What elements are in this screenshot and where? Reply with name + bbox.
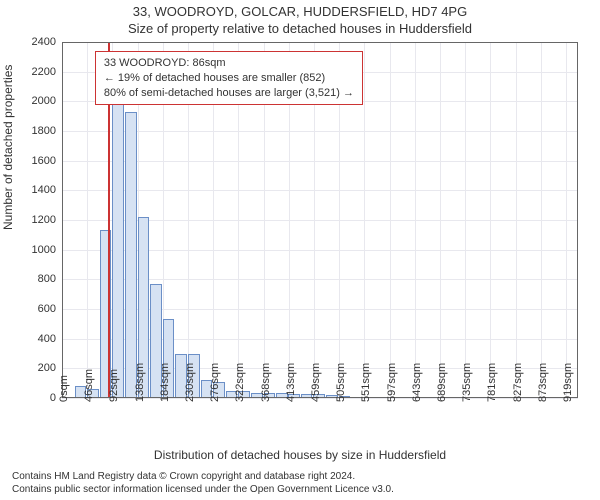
- legend-line3: 80% of semi-detached houses are larger (…: [104, 86, 354, 101]
- y-tick-label: 2000: [32, 95, 62, 107]
- x-tick-label: 827sqm: [512, 363, 524, 402]
- y-tick-label: 600: [38, 303, 62, 315]
- x-tick-label: 368sqm: [260, 363, 272, 402]
- y-tick-label: 800: [38, 273, 62, 285]
- x-tick-label: 689sqm: [436, 363, 448, 402]
- x-tick-label: 643sqm: [411, 363, 423, 402]
- x-tick-label: 413sqm: [285, 363, 297, 402]
- y-tick-label: 1400: [32, 184, 62, 196]
- x-tick-label: 505sqm: [335, 363, 347, 402]
- footnote-line1: Contains HM Land Registry data © Crown c…: [12, 471, 394, 484]
- legend-line1: 33 WOODROYD: 86sqm: [104, 56, 354, 71]
- x-tick-label: 919sqm: [562, 363, 574, 402]
- page-title-line1: 33, WOODROYD, GOLCAR, HUDDERSFIELD, HD7 …: [0, 4, 600, 19]
- legend-line2: ← 19% of detached houses are smaller (85…: [104, 71, 354, 86]
- x-tick-label: 276sqm: [209, 363, 221, 402]
- x-tick-label: 184sqm: [159, 363, 171, 402]
- x-tick-label: 0sqm: [58, 375, 70, 402]
- x-tick-label: 781sqm: [486, 363, 498, 402]
- legend-box: 33 WOODROYD: 86sqm ← 19% of detached hou…: [95, 51, 363, 106]
- y-tick-label: 200: [38, 362, 62, 374]
- y-tick-label: 1200: [32, 214, 62, 226]
- x-tick-label: 92sqm: [108, 369, 120, 402]
- histogram-bar: [125, 112, 137, 398]
- x-tick-label: 597sqm: [386, 363, 398, 402]
- x-tick-label: 873sqm: [537, 363, 549, 402]
- x-tick-label: 46sqm: [83, 369, 95, 402]
- y-tick-label: 1800: [32, 125, 62, 137]
- x-tick-label: 138sqm: [134, 363, 146, 402]
- y-axis-label: Number of detached properties: [1, 65, 15, 230]
- x-tick-label: 230sqm: [184, 363, 196, 402]
- y-tick-label: 400: [38, 333, 62, 345]
- y-tick-label: 1600: [32, 155, 62, 167]
- y-tick-label: 1000: [32, 244, 62, 256]
- x-tick-label: 459sqm: [310, 363, 322, 402]
- y-tick-label: 2400: [32, 36, 62, 48]
- x-tick-label: 322sqm: [234, 363, 246, 402]
- x-tick-label: 735sqm: [461, 363, 473, 402]
- x-axis-label: Distribution of detached houses by size …: [0, 448, 600, 462]
- histogram-bar: [112, 60, 124, 398]
- x-tick-label: 551sqm: [360, 363, 372, 402]
- footnote: Contains HM Land Registry data © Crown c…: [12, 471, 394, 496]
- histogram-plot: 33 WOODROYD: 86sqm ← 19% of detached hou…: [62, 42, 578, 398]
- page-title-line2: Size of property relative to detached ho…: [0, 21, 600, 36]
- y-tick-label: 2200: [32, 66, 62, 78]
- footnote-line2: Contains public sector information licen…: [12, 484, 394, 497]
